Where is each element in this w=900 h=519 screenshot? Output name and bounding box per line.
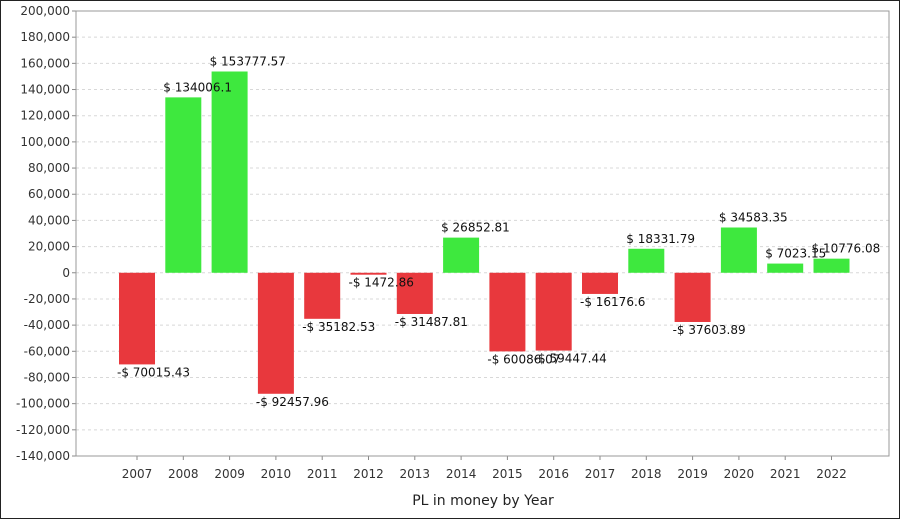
x-tick-label: 2021 <box>770 467 801 481</box>
bar-2016 <box>535 272 572 351</box>
x-tick-label: 2007 <box>122 467 153 481</box>
x-tick-label: 2008 <box>168 467 199 481</box>
data-label-2010: -$ 92457.96 <box>256 395 329 409</box>
data-label-2007: -$ 70015.43 <box>117 365 190 379</box>
x-tick-label: 2019 <box>677 467 708 481</box>
y-tick-label: 180,000 <box>20 30 70 44</box>
bar-2011 <box>304 272 341 319</box>
bar-2014 <box>443 237 480 273</box>
bar-2021 <box>767 263 804 273</box>
bar-2007 <box>119 272 155 365</box>
y-tick-label: -60,000 <box>24 344 70 358</box>
bar-2009 <box>211 71 248 273</box>
x-tick-label: 2015 <box>492 467 523 481</box>
data-label-2021: $ 7023.15 <box>765 247 826 261</box>
data-label-2017: -$ 16176.6 <box>580 295 645 309</box>
plot-area-border <box>75 10 890 457</box>
y-tick-label: -100,000 <box>16 397 70 411</box>
bar-2022 <box>813 258 850 273</box>
data-label-2019: -$ 37603.89 <box>673 323 746 337</box>
x-tick-label: 2014 <box>446 467 477 481</box>
y-tick-label: 80,000 <box>28 161 70 175</box>
x-tick-label: 2016 <box>538 467 569 481</box>
y-tick-label: 120,000 <box>20 109 70 123</box>
bar-2012 <box>350 272 387 275</box>
data-label-2012: -$ 1472.86 <box>349 276 414 290</box>
y-tick-label: 20,000 <box>28 240 70 254</box>
data-label-2018: $ 18331.79 <box>626 232 695 246</box>
x-tick-label: 2013 <box>400 467 431 481</box>
x-tick-label: 2009 <box>214 467 245 481</box>
bar-2017 <box>582 272 618 294</box>
x-axis-ticks: 2007 2008 2009 2010 2011 2012 2013 2014 2015 2016… <box>122 456 847 481</box>
bars <box>119 71 850 394</box>
x-tick-label: 2012 <box>353 467 384 481</box>
data-labels: -$ 70015.43 $ 134006.1 $ 153777.57 -$ 92457… <box>117 54 880 408</box>
y-tick-label: 0 <box>62 266 70 280</box>
bar-2015 <box>489 272 526 352</box>
x-tick-label: 2011 <box>307 467 338 481</box>
data-label-2015: -$ 60086.07 <box>487 352 560 366</box>
bar-2008 <box>165 97 202 273</box>
y-tick-label: -80,000 <box>24 370 70 384</box>
bar-2019 <box>674 272 711 322</box>
y-axis-ticks: -140,000 -120,000 -100,000 -80,000 -60,000 -4… <box>16 4 76 463</box>
y-tick-label: 40,000 <box>28 213 70 227</box>
data-label-2016: -$ 59447.44 <box>534 352 607 366</box>
data-label-2008: $ 134006.1 <box>163 80 232 94</box>
x-tick-label: 2018 <box>631 467 662 481</box>
y-tick-label: -40,000 <box>24 318 70 332</box>
bar-2013 <box>396 272 433 314</box>
x-axis-title: PL in money by Year <box>412 493 554 509</box>
data-label-2013: -$ 31487.81 <box>395 315 468 329</box>
bar-2010 <box>257 272 294 394</box>
x-tick-label: 2010 <box>261 467 292 481</box>
data-label-2009: $ 153777.57 <box>210 54 286 68</box>
y-tick-label: 200,000 <box>20 4 70 18</box>
y-tick-label: 60,000 <box>28 187 70 201</box>
y-tick-label: -20,000 <box>24 292 70 306</box>
data-label-2020: $ 34583.35 <box>719 211 788 225</box>
x-tick-label: 2017 <box>585 467 616 481</box>
bar-2020 <box>720 227 757 273</box>
y-tick-label: 100,000 <box>20 135 70 149</box>
y-tick-label: -140,000 <box>16 449 70 463</box>
x-tick-label: 2022 <box>816 467 847 481</box>
y-tick-label: 140,000 <box>20 83 70 97</box>
y-tick-label: 160,000 <box>20 56 70 70</box>
data-label-2011: -$ 35182.53 <box>302 320 375 334</box>
y-tick-label: -120,000 <box>16 423 70 437</box>
data-label-2022: $ 10776.08 <box>812 242 881 256</box>
bar-2018 <box>628 248 665 273</box>
x-tick-label: 2020 <box>724 467 755 481</box>
data-label-2014: $ 26852.81 <box>441 221 510 235</box>
